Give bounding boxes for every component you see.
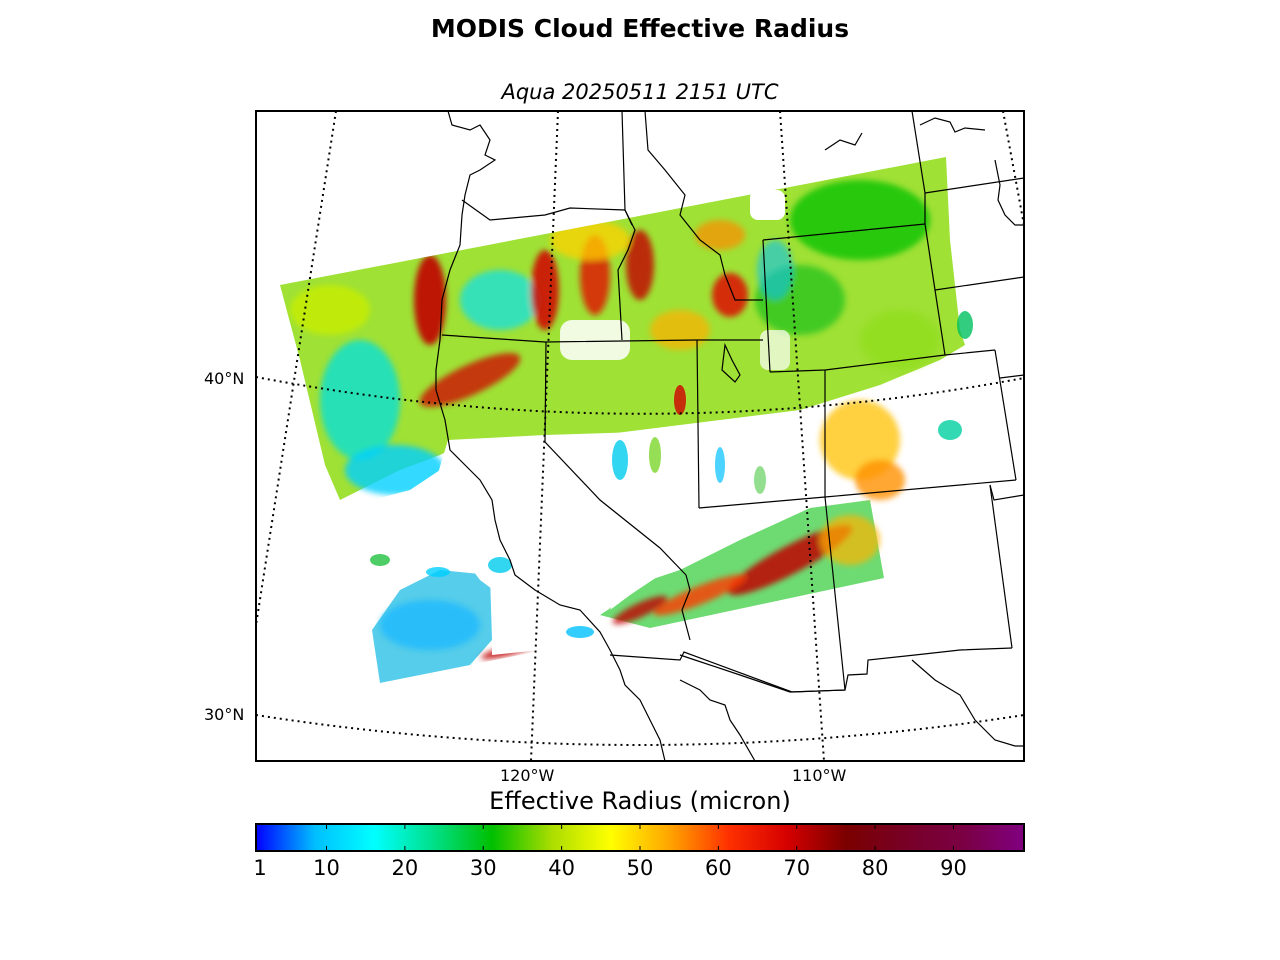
coastline-mexico <box>679 654 846 693</box>
colorbar-tick-label: 1 <box>253 856 267 880</box>
cloud-fragments <box>370 311 973 638</box>
chart-subtitle: Aqua 20250511 2151 UTC <box>501 80 779 104</box>
border-co-ks <box>994 349 1017 481</box>
cloud-swath <box>280 157 973 683</box>
lon-label-110w: 110°W <box>792 766 847 785</box>
colorbar-tick-label: 40 <box>548 856 575 880</box>
cloud-patch <box>860 310 940 370</box>
border-ks-ok <box>999 374 1024 379</box>
cloud-patch <box>855 460 905 500</box>
border-mt-south <box>762 223 926 241</box>
cloud-patch <box>820 515 880 565</box>
border-co-nm <box>824 479 1017 498</box>
meridian-110w <box>779 111 825 761</box>
border-mt-west <box>644 111 763 301</box>
border-east-edge <box>994 159 1024 226</box>
border-ne-ks <box>944 349 996 356</box>
cloud-patch <box>757 240 793 300</box>
colorbar-label: Effective Radius (micron) <box>489 787 791 815</box>
cloud-patch <box>531 250 559 330</box>
border-id-mt <box>617 111 636 341</box>
cloud-patch <box>345 445 445 495</box>
colorbar <box>255 823 1025 852</box>
border-sd-ne <box>934 276 1024 291</box>
border-wa-or <box>461 199 633 226</box>
border-or-ca-nv <box>441 334 763 343</box>
coastline-pacific <box>435 111 666 761</box>
colorbar-tick-label: 60 <box>704 856 732 880</box>
lat-label-30n: 30°N <box>204 705 245 724</box>
lat-label-40n: 40°N <box>204 369 245 388</box>
boundaries <box>435 111 1024 761</box>
cloud-patch <box>653 574 747 616</box>
border-nv-ut <box>696 339 700 509</box>
parallel-40n <box>256 376 1024 415</box>
cloud-patch <box>650 310 710 350</box>
meridian-130w <box>256 111 337 626</box>
border-mt-nd <box>911 111 926 224</box>
border-texas-south <box>911 659 1024 747</box>
border-az-nm <box>824 496 846 691</box>
colorbar-tick-label: 30 <box>469 856 497 880</box>
border-canada-lake <box>919 117 986 133</box>
swath-south <box>600 500 884 628</box>
colorbar-tick-label: 20 <box>391 856 419 880</box>
parallel-30n <box>256 714 1024 746</box>
border-ca-nv <box>544 341 691 641</box>
cloud-patch <box>612 595 668 625</box>
coastline-lake <box>824 132 863 151</box>
border-ok-panhandle <box>989 484 1024 501</box>
great-salt-lake <box>721 342 741 383</box>
cloud-patch <box>290 285 370 335</box>
map-area <box>256 111 1024 761</box>
colorbar-tick-label: 70 <box>783 856 811 880</box>
colorbar-tick-label: 50 <box>626 856 654 880</box>
cloud-patch <box>626 230 654 300</box>
cloud-patch <box>380 600 480 650</box>
border-id-wy <box>762 239 771 373</box>
colorbar-tick-label: 90 <box>940 856 967 880</box>
cloud-patch <box>414 255 446 345</box>
chart-title: MODIS Cloud Effective Radius <box>430 14 850 43</box>
border-wy-co <box>769 354 946 373</box>
border-nd-sd <box>924 177 1024 194</box>
lon-label-120w: 120°W <box>500 766 555 785</box>
cloud-patch <box>320 340 400 460</box>
colorbar-tick-label: 10 <box>313 856 340 880</box>
meridian-100w <box>1002 111 1024 226</box>
map-frame <box>255 110 1025 762</box>
cloud-patch <box>460 270 540 330</box>
border-ut-az <box>698 496 826 509</box>
cloud-patch <box>550 220 630 260</box>
border-nm-tx <box>989 484 1013 649</box>
cloud-patch <box>712 273 748 317</box>
coastline-baja <box>679 679 756 761</box>
border-us-mexico <box>609 647 1013 693</box>
colorbar-tick-label: 80 <box>861 856 889 880</box>
cloud-patch <box>790 180 930 260</box>
colorbar-frame <box>255 823 1025 852</box>
cloud-patch <box>419 353 521 407</box>
cloud-patch <box>695 220 745 250</box>
